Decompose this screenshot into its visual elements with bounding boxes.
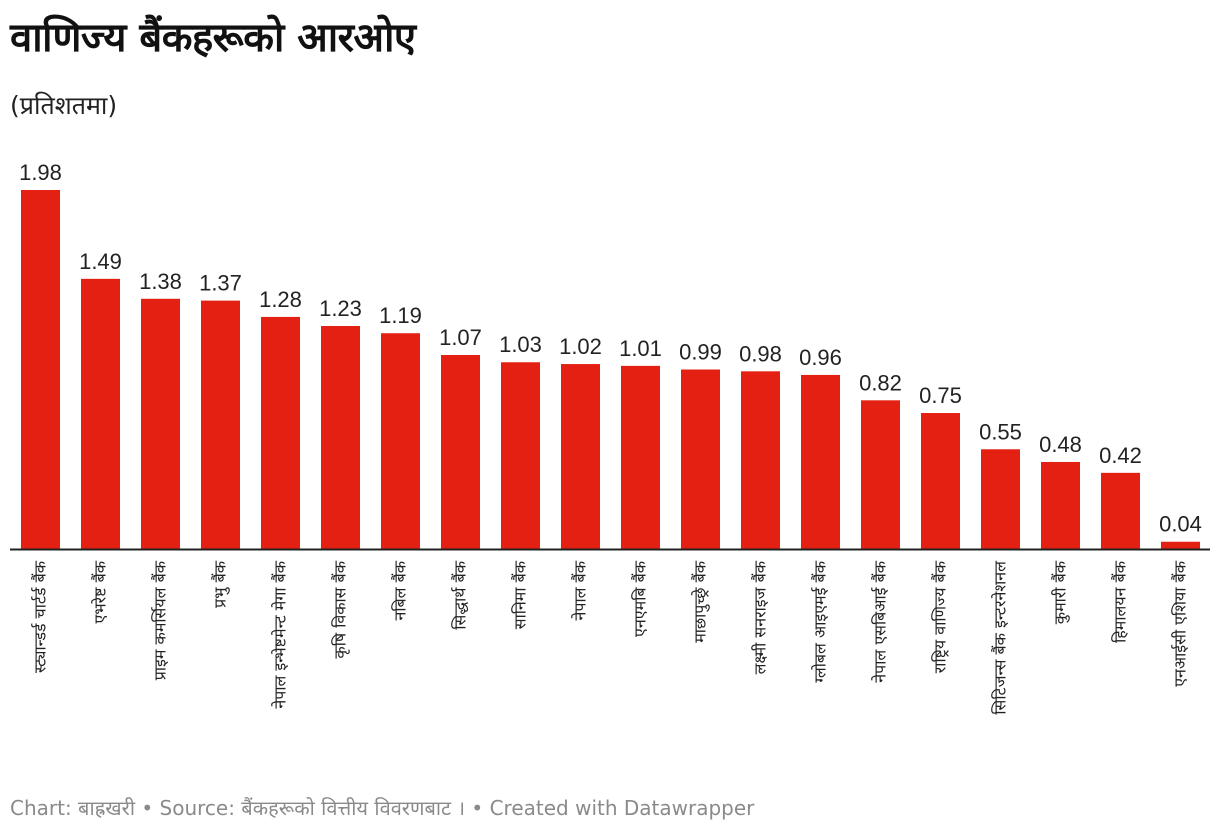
bar (141, 298, 180, 549)
value-label: 1.38 (139, 269, 182, 294)
value-label: 1.23 (319, 296, 362, 321)
bar (621, 365, 660, 549)
bar (921, 413, 960, 549)
bar (381, 333, 420, 549)
category-label: नेपाल बैंक (571, 560, 590, 620)
category-label: कुमारी बैंक (1051, 560, 1071, 624)
value-label: 1.37 (199, 271, 242, 296)
bar (441, 354, 480, 549)
bar (1161, 541, 1200, 549)
chart-footer: Chart: बाह्रखरी • Source: बैंकहरूको वित्… (10, 796, 755, 820)
category-label: स्ट्यान्डर्ड चार्टर्ड बैंक (31, 560, 50, 673)
bar (261, 316, 300, 549)
chart-subtitle: (प्रतिशतमा) (10, 91, 118, 120)
value-label: 0.98 (739, 341, 782, 366)
value-label: 1.07 (439, 325, 482, 350)
value-label: 1.49 (79, 249, 122, 274)
category-label: एभरेष्ट बैंक (91, 560, 110, 623)
category-label: हिमालयन बैंक (1111, 560, 1130, 643)
value-label: 0.99 (679, 340, 722, 365)
value-label: 0.04 (1159, 512, 1202, 537)
category-label: कृषि विकास बैंक (331, 560, 351, 658)
category-label: प्राइम कमर्सियल बैंक (151, 560, 170, 680)
bar (681, 369, 720, 549)
category-label: राष्ट्रिय वाणिज्य बैंक (931, 560, 950, 673)
value-label: 0.42 (1099, 443, 1142, 468)
category-label: लक्ष्मी सनराइज बैंक (751, 560, 770, 674)
category-label: नबिल बैंक (391, 560, 410, 620)
bar (861, 400, 900, 549)
bar (801, 374, 840, 549)
chart-title: वाणिज्य बैंकहरूको आरओए (10, 15, 416, 61)
value-label: 1.98 (19, 160, 62, 185)
category-label: एनआईसी एशिया बैंक (1171, 560, 1190, 687)
category-label: माछापुच्छ्रे बैंक (691, 560, 711, 642)
bar (1101, 472, 1140, 549)
value-label: 1.02 (559, 334, 602, 359)
category-label: सिद्धार्थ बैंक (451, 560, 470, 629)
value-label: 1.03 (499, 332, 542, 357)
value-label: 0.96 (799, 345, 842, 370)
value-label: 0.48 (1039, 432, 1082, 457)
value-label: 0.75 (919, 383, 962, 408)
category-label: एनएमबि बैंक (631, 560, 650, 637)
value-label: 1.19 (379, 303, 422, 328)
category-label: सानिमा बैंक (511, 560, 530, 629)
category-label: सिटिजन्स बैंक इन्टरनेशनल (991, 560, 1010, 715)
value-label: 0.82 (859, 370, 902, 395)
category-label: प्रभु बैंक (211, 560, 231, 608)
category-label: नेपाल इन्भेष्टमेन्ट मेगा बैंक (271, 560, 290, 708)
category-label: ग्लोबल आइएमई बैंक (811, 560, 830, 682)
bar (561, 364, 600, 549)
bar (81, 278, 120, 549)
bar (201, 300, 240, 549)
value-label: 0.55 (979, 419, 1022, 444)
bar (741, 371, 780, 549)
bar (1041, 461, 1080, 549)
bar (981, 449, 1020, 549)
value-label: 1.01 (619, 336, 662, 361)
value-label: 1.28 (259, 287, 302, 312)
bar (501, 362, 540, 549)
bar (21, 190, 60, 549)
category-label: नेपाल एसबिआई बैंक (871, 560, 890, 682)
bar (321, 325, 360, 549)
